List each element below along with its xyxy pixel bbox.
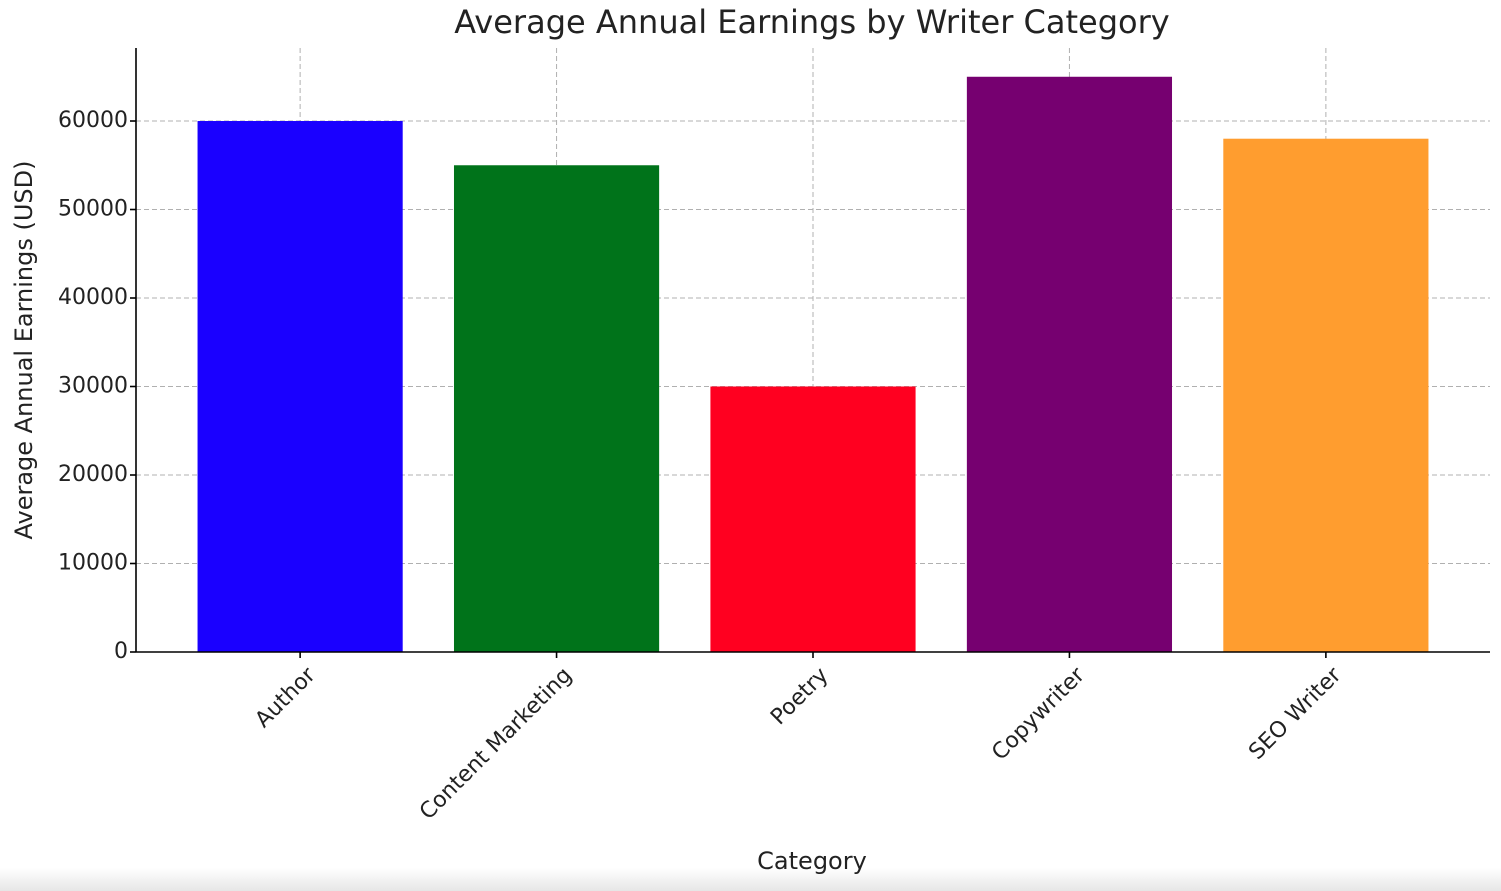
y-tick-label: 60000 <box>58 108 128 133</box>
window-edge <box>0 868 1501 891</box>
bar <box>710 386 916 652</box>
y-tick-label: 0 <box>114 639 128 664</box>
bar <box>453 165 660 652</box>
y-tick-label: 10000 <box>58 551 128 576</box>
y-tick-label: 50000 <box>58 197 128 222</box>
bar <box>1223 138 1429 652</box>
y-axis-label: Average Annual Earnings (USD) <box>10 160 38 539</box>
x-tick-label: Copywriter <box>987 662 1090 765</box>
y-tick-label: 20000 <box>58 462 128 487</box>
chart-title: Average Annual Earnings by Writer Catego… <box>454 3 1169 41</box>
y-tick-label: 40000 <box>58 285 128 310</box>
x-tick-label: Author <box>251 662 322 733</box>
x-tick-label: Content Marketing <box>415 663 577 825</box>
x-tick-label: Poetry <box>766 663 833 730</box>
bar <box>966 76 1173 652</box>
x-tick-label: SEO Writer <box>1244 662 1347 765</box>
bars <box>197 76 1429 652</box>
bar <box>197 121 403 652</box>
y-tick-label: 30000 <box>58 374 128 399</box>
x-axis-label: Category <box>757 847 867 875</box>
